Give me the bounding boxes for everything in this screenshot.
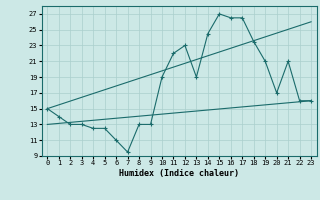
X-axis label: Humidex (Indice chaleur): Humidex (Indice chaleur) (119, 169, 239, 178)
